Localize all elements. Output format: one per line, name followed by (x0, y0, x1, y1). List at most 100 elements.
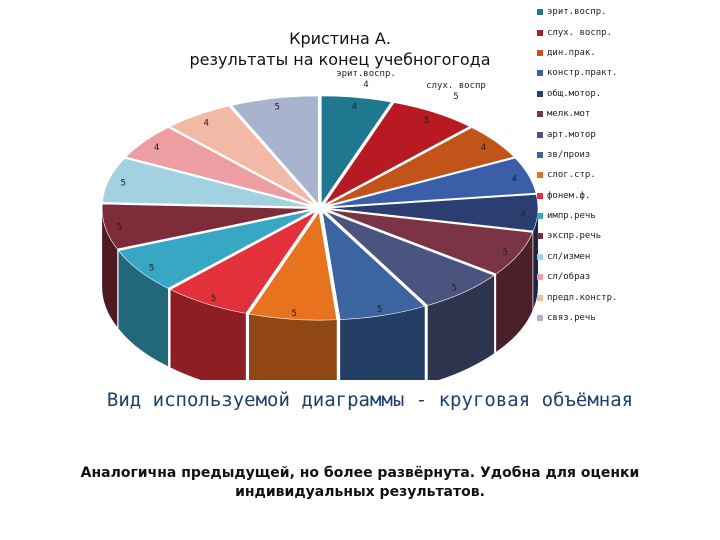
pie-slice-side (427, 275, 495, 380)
pie-chart-3d: 4 5 4 4 4 5 5 5 5 5 5 5 5 4 4 5 эрит.воспр.4 слух. воспр… (101, 69, 539, 380)
legend-label: слог.стр. (547, 170, 596, 181)
pie-slice-side (340, 306, 425, 380)
pie-slice-top (321, 95, 392, 205)
pie-slice-top (231, 95, 319, 205)
legend-label: эрит.воспр. (547, 7, 607, 18)
legend-label: фонем.ф. (547, 190, 591, 201)
legend-swatch (537, 151, 543, 158)
callout-value: 5 (453, 92, 458, 102)
pie-slice-top (325, 210, 495, 306)
pie-slice-side (170, 289, 246, 380)
pie-slice-value-label: 4 (520, 209, 525, 219)
legend-label: общ.мотор. (547, 88, 602, 99)
legend-label: связ.речь (547, 313, 596, 324)
pie-slice-top (321, 211, 426, 320)
pie-slice-top (327, 194, 539, 232)
callout-category: эрит.воспр. (336, 69, 396, 79)
legend-swatch (537, 70, 543, 77)
legend-swatch (537, 49, 543, 56)
pie-sides (102, 208, 538, 380)
pie-slice-top (117, 210, 314, 289)
legend-swatch (537, 253, 543, 260)
legend-swatch (537, 294, 543, 301)
legend-entry: экспр.речь (537, 226, 717, 246)
callout-category: слух. воспр (426, 81, 486, 91)
legend-label: арт.мотор (547, 129, 596, 140)
pie-slice-value-label: 5 (424, 116, 429, 126)
pie-tops (101, 95, 539, 321)
chart-title-line-2: результаты на конец учебногогода (189, 50, 491, 69)
slide-heading: Вид используемой диаграммы - круговая об… (106, 389, 634, 411)
legend-entry: дин.прак. (537, 43, 717, 63)
legend-label: сл/образ (547, 272, 591, 283)
pie-data-labels: 4 5 4 4 4 5 5 5 5 5 5 5 5 4 4 5 (117, 102, 526, 319)
pie-slice-top (323, 102, 471, 205)
chart-title: Кристина А. результаты на конец учебного… (150, 28, 530, 70)
legend-entry: импр.речь (537, 206, 717, 226)
legend-entry: арт.мотор (537, 124, 717, 144)
legend-entry: общ.мотор. (537, 84, 717, 104)
legend-label: дин.прак. (547, 47, 596, 58)
legend-swatch (537, 131, 543, 138)
pie-slice-side (496, 232, 533, 352)
slide-description: Аналогична предыдущей, но более развёрну… (80, 465, 640, 500)
pie-slice-top (327, 157, 537, 208)
pie-slice-side (102, 208, 118, 327)
pie-slice-value-label: 5 (274, 103, 279, 113)
pie-slice-top (327, 209, 534, 275)
pie-slice-value-label: 5 (503, 248, 508, 258)
pie-slice-value-label: 5 (117, 223, 122, 233)
pie-slice-side (533, 208, 538, 309)
legend-label: слух. воспр. (547, 27, 613, 38)
legend-label: экспр.речь (547, 231, 602, 242)
pie-slice-top (326, 127, 515, 206)
legend-entry: сл/образ (537, 267, 717, 287)
legend-entry: предл.констр. (537, 287, 717, 307)
pie-slice-top (248, 211, 338, 321)
chart-legend: эрит.воспр. слух. воспр. дин.прак. констр.п… (537, 2, 717, 328)
legend-entry: зв/произ (537, 145, 717, 165)
pie-slice-value-label: 5 (377, 305, 382, 315)
legend-swatch (537, 172, 543, 179)
legend-swatch (537, 192, 543, 199)
pie-slice-top (102, 157, 313, 208)
pie-slice-value-label: 5 (211, 294, 216, 304)
legend-label: импр.речь (547, 211, 596, 222)
pie-slice-top (169, 105, 316, 205)
legend-swatch (537, 29, 543, 36)
chart-title-line-1: Кристина А. (289, 29, 391, 48)
legend-swatch (537, 9, 543, 16)
pie-slice-value-label: 4 (352, 102, 357, 112)
legend-entry: связ.речь (537, 308, 717, 328)
legend-swatch (537, 233, 543, 240)
pie-slice-top (125, 127, 314, 206)
legend-entry: фонем.ф. (537, 186, 717, 206)
legend-label: сл/измен (547, 251, 591, 262)
pie-slice-side (118, 250, 169, 367)
legend-swatch (537, 90, 543, 97)
legend-swatch (537, 111, 543, 118)
legend-swatch (537, 213, 543, 220)
legend-entry: эрит.воспр. (537, 2, 717, 22)
pie-slice-top (169, 211, 317, 314)
pie-slice-value-label: 4 (481, 143, 486, 153)
pie-slice-value-label: 5 (291, 309, 296, 319)
pie-slice-value-label: 5 (121, 179, 126, 189)
legend-entry: сл/измен (537, 247, 717, 267)
pie-slice-value-label: 4 (154, 143, 159, 153)
pie-slice-top (101, 203, 313, 250)
legend-label: зв/произ (547, 149, 591, 160)
legend-swatch (537, 315, 543, 322)
pie-slice-value-label: 5 (149, 264, 154, 274)
legend-label: констр.практ. (547, 68, 618, 79)
legend-entry: мелк.мот (537, 104, 717, 124)
pie-slice-value-label: 4 (512, 174, 517, 184)
legend-entry: слух. воспр. (537, 22, 717, 42)
pie-slice-side (249, 313, 337, 380)
legend-label: мелк.мот (547, 109, 591, 120)
pie-slice-value-label: 4 (203, 118, 208, 128)
pie-slice-value-label: 5 (452, 284, 457, 294)
legend-entry: констр.практ. (537, 63, 717, 83)
legend-label: предл.констр. (547, 292, 618, 303)
